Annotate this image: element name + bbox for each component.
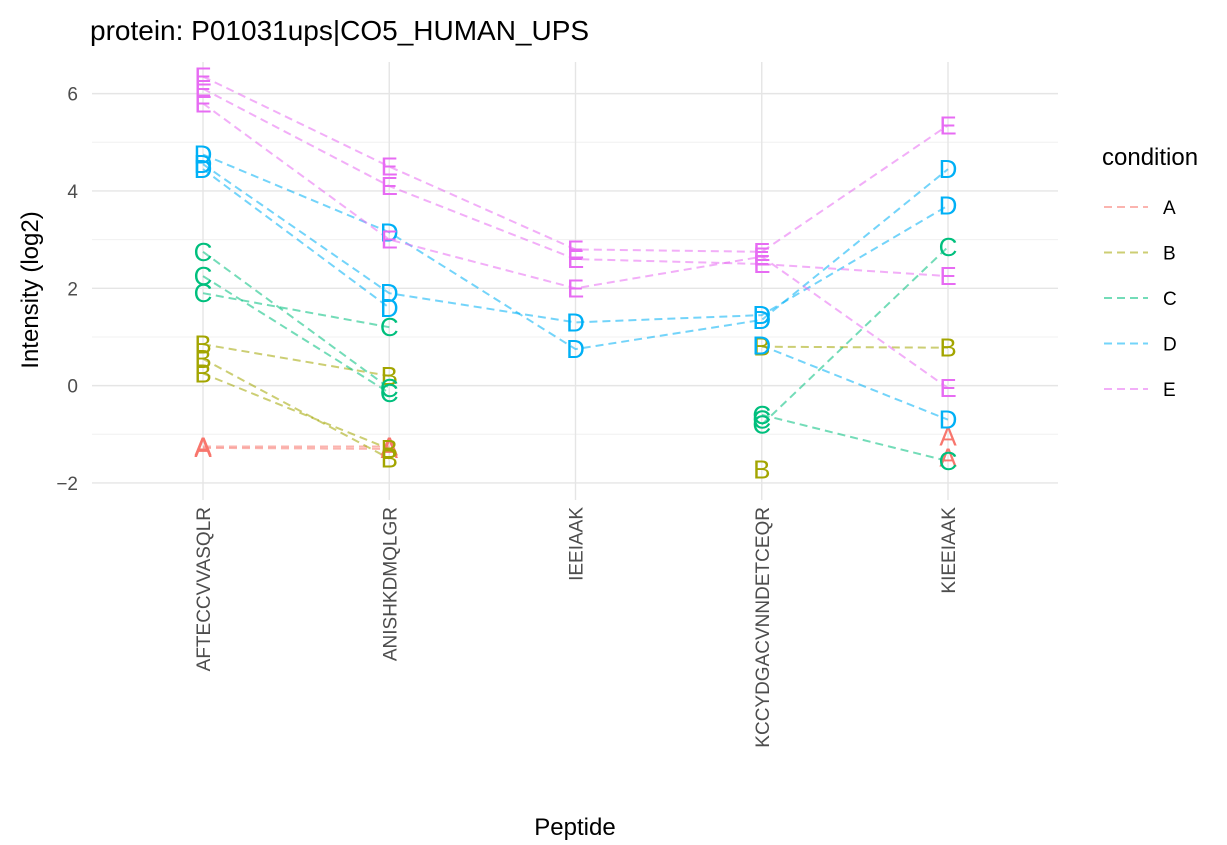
point-label-E: E (753, 249, 770, 279)
x-tick-label: AFTECCVVASQLR (194, 507, 215, 671)
point-label-B: B (381, 361, 398, 391)
series-line-D (202, 153, 949, 351)
series-line-B (202, 372, 390, 450)
point-label-A: A (194, 433, 212, 463)
point-label-A: A (939, 422, 957, 452)
point-label-E: E (567, 244, 584, 274)
point-label-D: D (752, 300, 771, 330)
series-line-B (202, 358, 390, 460)
series-line-C (202, 275, 390, 394)
point-label-D: D (194, 149, 213, 179)
x-axis-ticks: AFTECCVVASQLR ANISHKDMQLGR IEEIAAK KCCYDGAC… (194, 507, 960, 748)
point-label-E: E (194, 88, 211, 118)
y-tick-label: 0 (67, 377, 78, 398)
series-line-E (202, 87, 949, 278)
point-label-D: D (566, 334, 585, 364)
point-label-E: E (939, 261, 956, 291)
point-label-B: B (194, 358, 211, 388)
point-label-B: B (381, 444, 398, 474)
point-label-C: C (752, 405, 771, 435)
point-label-B: B (194, 344, 211, 374)
series-line-C (202, 292, 390, 329)
point-label-D: D (194, 139, 213, 169)
point-label-E: E (939, 373, 956, 403)
y-axis-ticks: −2 0 2 4 6 (56, 85, 78, 495)
point-label-C: C (380, 373, 399, 403)
point-label-C: C (939, 232, 958, 262)
y-tick-label: −2 (56, 474, 78, 495)
series-line-D (761, 344, 949, 421)
y-axis-title: Intensity (log2) (17, 211, 44, 368)
point-label-E: E (567, 234, 584, 264)
series-line-C (761, 413, 949, 463)
point-label-C: C (380, 312, 399, 342)
x-axis-title: Peptide (534, 814, 615, 841)
series-line-D (202, 168, 390, 309)
y-tick-label: 4 (67, 182, 78, 203)
series-lines (202, 75, 949, 463)
series-line-E (202, 102, 949, 389)
point-label-A: A (194, 431, 212, 461)
point-label-C: C (194, 278, 213, 308)
point-label-B: B (753, 332, 770, 362)
point-label-B: B (753, 454, 770, 484)
point-label-E: E (939, 110, 956, 140)
x-tick-label: ANISHKDMQLGR (380, 507, 401, 661)
series-line-E (202, 75, 949, 253)
legend-title: condition (1102, 144, 1198, 171)
point-label-E: E (194, 62, 211, 92)
point-label-D: D (939, 154, 958, 184)
legend-label-C: C (1163, 289, 1177, 310)
series-line-A (202, 446, 390, 450)
point-label-D: D (752, 305, 771, 335)
point-label-D: D (939, 191, 958, 221)
point-label-D: D (939, 405, 958, 435)
point-label-C: C (194, 261, 213, 291)
point-label-D: D (194, 154, 213, 184)
chart-title: protein: P01031ups|CO5_HUMAN_UPS (90, 15, 589, 46)
x-tick-label: KIEEIAAK (939, 507, 960, 594)
point-label-B: B (194, 329, 211, 359)
point-label-E: E (753, 242, 770, 272)
x-tick-label: KCCYDGACVNNDETCEQR (753, 507, 774, 748)
point-label-B: B (939, 333, 956, 363)
point-label-A: A (381, 434, 399, 464)
series-line-C (202, 250, 390, 389)
point-label-D: D (380, 278, 399, 308)
y-tick-label: 2 (67, 279, 78, 300)
point-label-E: E (753, 237, 770, 267)
y-tick-label: 6 (67, 85, 78, 106)
point-label-E: E (381, 171, 398, 201)
point-label-B: B (381, 434, 398, 464)
point-label-D: D (752, 331, 771, 361)
point-label-C: C (194, 237, 213, 267)
point-label-E: E (381, 225, 398, 255)
series-line-B (202, 343, 390, 377)
series-line-B (761, 345, 949, 349)
point-label-C: C (752, 410, 771, 440)
point-label-D: D (380, 217, 399, 247)
point-label-E: E (194, 74, 211, 104)
legend: condition A B C D E (1102, 144, 1198, 401)
point-label-A: A (939, 443, 957, 473)
point-label-D: D (566, 307, 585, 337)
point-label-C: C (380, 378, 399, 408)
legend-label-A: A (1163, 198, 1176, 219)
point-label-C: C (939, 446, 958, 476)
point-label-E: E (381, 152, 398, 182)
legend-label-B: B (1163, 244, 1176, 265)
point-label-D: D (380, 293, 399, 323)
series-line-C (761, 246, 949, 426)
point-label-C: C (752, 400, 771, 430)
x-tick-label: IEEIAAK (567, 507, 588, 581)
point-label-E: E (567, 273, 584, 303)
point-label-A: A (381, 431, 399, 461)
legend-label-E: E (1163, 380, 1176, 401)
legend-label-D: D (1163, 335, 1177, 356)
